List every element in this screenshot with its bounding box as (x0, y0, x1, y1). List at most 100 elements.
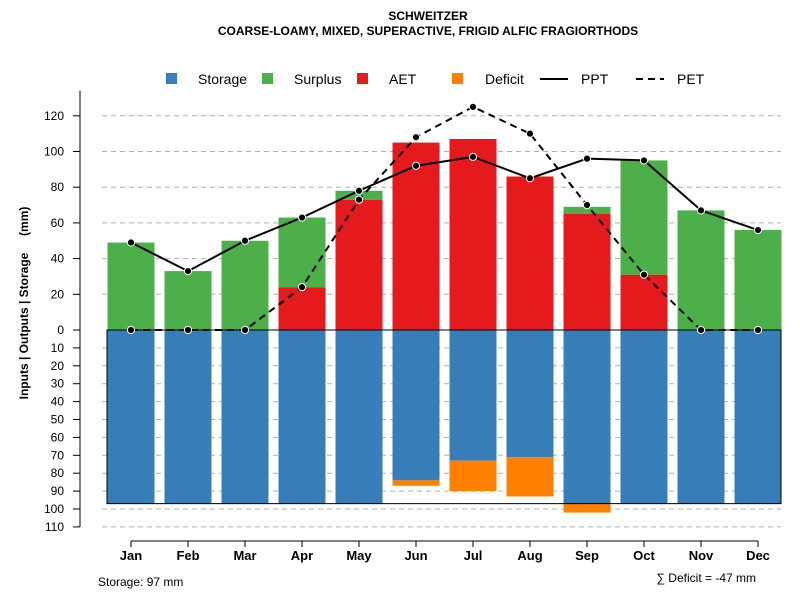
pet-line (131, 105, 758, 331)
bar-storage-aug (506, 330, 554, 458)
y-tick-label-upper-0: 0 (57, 323, 64, 337)
x-tick-label-dec: Dec (746, 548, 770, 563)
bar-deficit-aug (506, 457, 554, 497)
bar-aet-jul (449, 139, 497, 330)
legend-label-deficit: Deficit (485, 71, 524, 87)
x-tick-label-jul: Jul (464, 548, 483, 563)
chart-title: SCHWEITZER (388, 9, 468, 23)
bar-surplus-apr (278, 217, 326, 288)
y-tick-label-lower-80: 80 (51, 466, 65, 480)
x-tick-label-oct: Oct (633, 548, 655, 563)
y-tick-label-upper-40: 40 (51, 252, 65, 266)
ppt-point-jan (126, 238, 136, 247)
bar-deficit-jul (449, 460, 497, 492)
y-tick-label-lower-90: 90 (51, 484, 65, 498)
pet-point-oct (639, 270, 649, 279)
pet-point-sep (582, 200, 592, 210)
bar-storage-feb (164, 330, 212, 504)
bar-aet-jun (392, 142, 440, 330)
x-tick-label-sep: Sep (575, 548, 599, 563)
ppt-point-nov (696, 206, 706, 215)
y-tick-label-upper-60: 60 (51, 216, 65, 230)
bar-surplus-dec (734, 230, 782, 330)
bar-surplus-sep (563, 206, 611, 214)
bar-aet-oct (620, 274, 668, 330)
legend: Storage Surplus AET Deficit PPT PET (166, 71, 705, 87)
x-tick-label-jan: Jan (120, 548, 142, 563)
ppt-point-mar (240, 236, 250, 245)
x-tick-label-jun: Jun (404, 548, 427, 563)
pet-point-aug (525, 129, 535, 138)
y-tick-label-lower-40: 40 (51, 395, 65, 409)
legend-swatch-aet (357, 73, 368, 84)
y-tick-label-lower-100: 100 (44, 502, 64, 516)
ppt-point-dec (753, 225, 763, 235)
y-tick-label-lower-10: 10 (51, 341, 65, 355)
bar-aet-sep (563, 213, 611, 330)
y-tick-label-upper-20: 20 (51, 287, 65, 301)
bars (106, 139, 782, 513)
pet-point-nov (696, 325, 706, 335)
bar-aet-apr (278, 287, 326, 330)
y-tick-label-lower-60: 60 (51, 430, 65, 444)
bar-surplus-feb (164, 271, 212, 330)
ppt-point-apr (297, 213, 307, 222)
ppt-point-jul (468, 152, 478, 161)
bar-surplus-mar (221, 240, 269, 330)
bar-surplus-jan (107, 242, 155, 330)
axes: 0 20 40 60 80 100 120 10 20 30 40 50 60 70 80 90 100 110 J… (44, 90, 770, 563)
deficit-footer: ∑ Deficit = -47 mm (656, 571, 756, 585)
y-tick-label-lower-70: 70 (51, 448, 65, 462)
chart-subtitle: COARSE-LOAMY, MIXED, SUPERACTIVE, FRIGID… (218, 24, 638, 38)
pet-point-jul (468, 102, 478, 111)
x-tick-label-mar: Mar (233, 548, 256, 563)
y-tick-label-upper-100: 100 (44, 145, 64, 159)
pet-point-feb (183, 325, 193, 335)
bar-aet-aug (506, 176, 554, 330)
legend-label-storage: Storage (198, 71, 247, 87)
ppt-point-may (354, 186, 364, 195)
ppt-point-aug (525, 174, 535, 183)
bar-storage-jun (392, 330, 440, 481)
bar-surplus-may (335, 190, 383, 200)
x-tick-label-may: May (346, 548, 372, 563)
legend-label-surplus: Surplus (294, 71, 341, 87)
bar-storage-nov (677, 330, 725, 504)
bar-storage-oct (620, 330, 668, 504)
bar-surplus-oct (620, 160, 668, 275)
y-tick-label-lower-50: 50 (51, 413, 65, 427)
legend-swatch-deficit (452, 73, 463, 84)
y-tick-label-upper-120: 120 (44, 109, 64, 123)
y-tick-label-lower-110: 110 (45, 520, 64, 534)
x-tick-label-aug: Aug (517, 548, 542, 563)
bar-aet-may (335, 199, 383, 330)
ppt-point-jun (411, 161, 421, 170)
ppt-line (130, 155, 759, 273)
x-tick-label-feb: Feb (176, 548, 199, 563)
bar-storage-apr (278, 330, 326, 504)
bar-storage-dec (734, 330, 782, 504)
bar-storage-jul (449, 330, 497, 461)
pet-point-mar (240, 325, 250, 335)
legend-label-pet: PET (677, 71, 705, 87)
bar-deficit-sep (563, 503, 611, 513)
bar-surplus-nov (677, 210, 725, 330)
bar-storage-sep (563, 330, 611, 504)
y-tick-label-upper-80: 80 (51, 180, 65, 194)
series-lines (126, 102, 763, 335)
bar-deficit-jun (392, 480, 440, 486)
ppt-point-feb (183, 266, 193, 276)
y-axis-label: Inputs | Outputs | Storage (mm) (17, 207, 31, 400)
y-tick-label-lower-30: 30 (51, 377, 65, 391)
legend-label-ppt: PPT (581, 71, 609, 87)
pet-point-dec (753, 325, 763, 335)
legend-swatch-storage (166, 73, 177, 84)
pet-point-jan (126, 325, 136, 335)
ppt-point-oct (639, 156, 649, 165)
legend-label-aet: AET (389, 71, 417, 87)
pet-point-jun (411, 133, 421, 142)
x-tick-label-nov: Nov (689, 548, 714, 563)
ppt-point-sep (582, 154, 592, 163)
storage-footer: Storage: 97 mm (98, 575, 183, 589)
